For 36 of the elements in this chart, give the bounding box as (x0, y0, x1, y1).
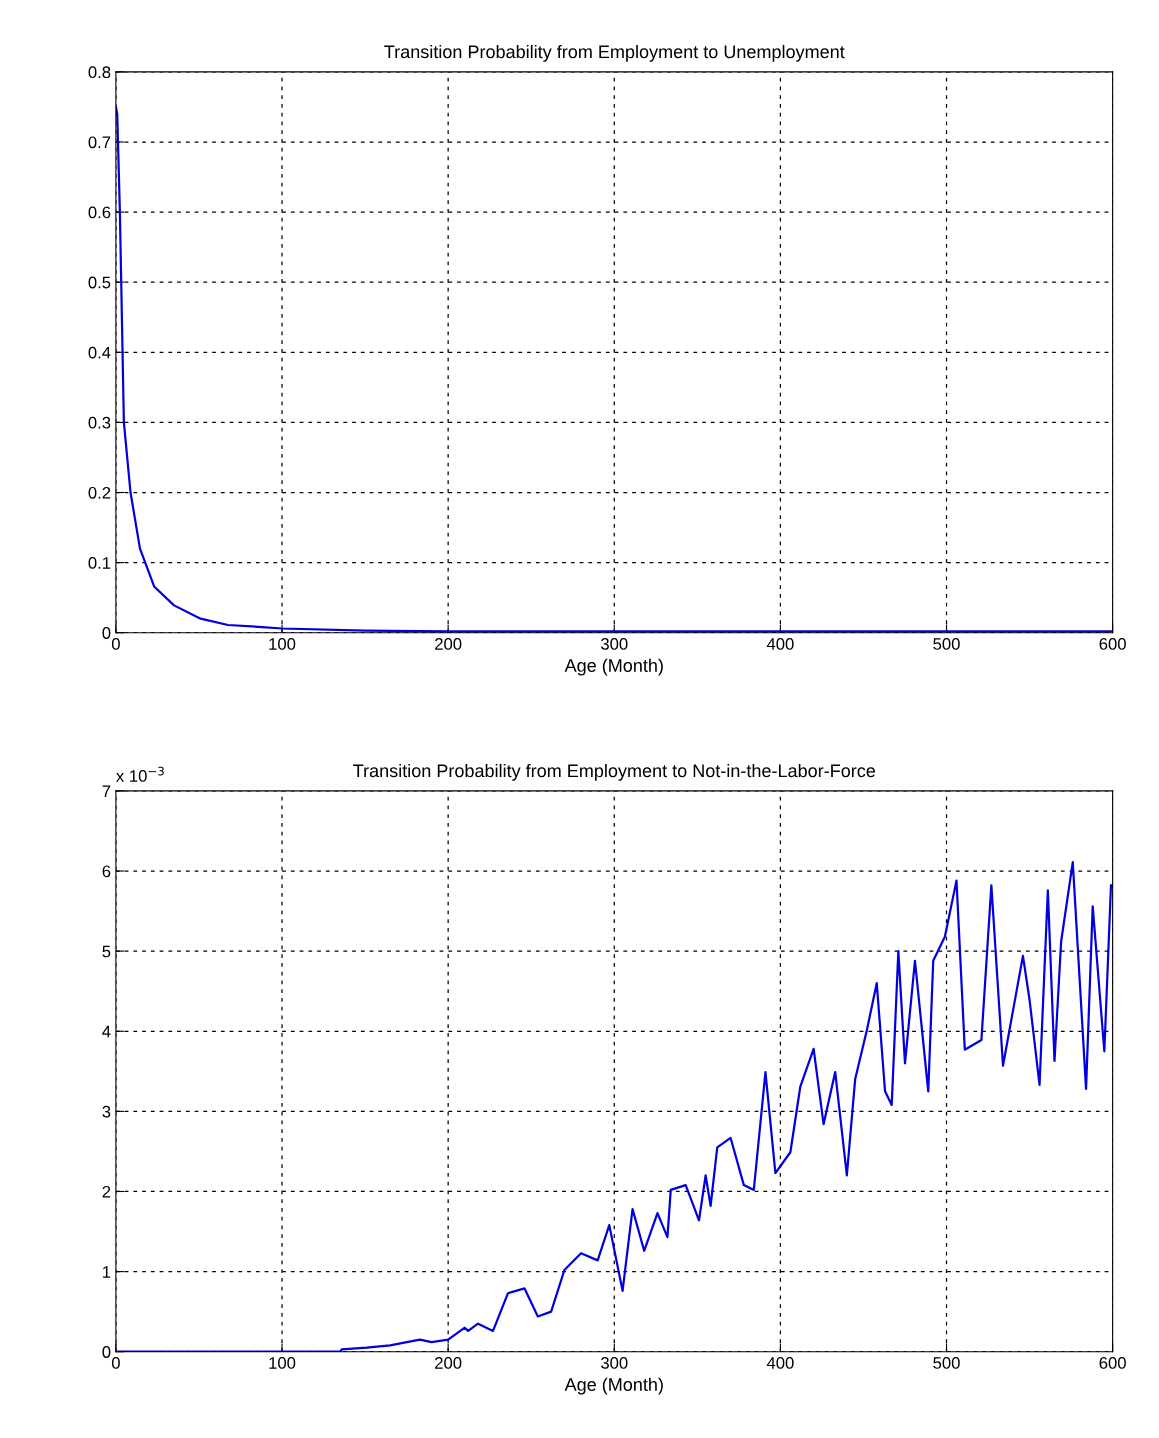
x-tick-label: 200 (435, 638, 462, 650)
x-tick-label: 600 (1099, 1357, 1126, 1369)
y-tick-label: 0.3 (88, 416, 111, 429)
x-axis-title: Age (Month) (564, 1377, 663, 1395)
x-axis-title: Age (Month) (564, 658, 663, 676)
x-tick-label: 400 (766, 1357, 794, 1369)
y-tick-label: 0.5 (88, 276, 111, 289)
x-tick-label: 500 (933, 638, 960, 650)
y-tick-label: 5 (102, 945, 111, 958)
x-tick-label: 600 (1099, 638, 1126, 650)
y-tick-label: 3 (102, 1105, 111, 1118)
x-tick-label: 100 (269, 638, 296, 650)
x-tick-label: 400 (766, 638, 794, 650)
text: x 10$^{−3}$ (116, 766, 164, 782)
x-tick-label: 100 (269, 1357, 296, 1369)
y-tick-label: 0.4 (88, 346, 111, 359)
y-tick-label: 0.7 (88, 136, 111, 149)
x-tick-label: 500 (933, 1357, 960, 1369)
y-tick-label: 0.1 (88, 557, 111, 569)
y-tick-label: 7 (102, 785, 111, 797)
y-tick-label: 0.6 (88, 206, 111, 219)
y-tick-label: 0 (102, 627, 111, 639)
x-tick-label: 300 (601, 1357, 628, 1369)
y-tick-label: 1 (103, 1266, 111, 1278)
y-tick-label: 0.2 (88, 486, 111, 499)
y-tick-label: 0 (102, 1346, 111, 1358)
x-tick-label: 0 (111, 638, 120, 650)
y-tick-label: 0.8 (88, 66, 111, 79)
x-tick-label: 200 (435, 1357, 462, 1369)
x-tick-label: 0 (111, 1357, 120, 1369)
chart-title: Transition Probability from Employment to Not-in-the-Labor-Force (353, 763, 876, 781)
y-tick-label: 2 (102, 1185, 111, 1198)
y-tick-label: 4 (102, 1025, 111, 1038)
y-tick-label: 6 (102, 865, 111, 878)
x-tick-label: 300 (601, 638, 628, 650)
chart-title: Transition Probability from Employment to Unemployment (384, 44, 845, 62)
